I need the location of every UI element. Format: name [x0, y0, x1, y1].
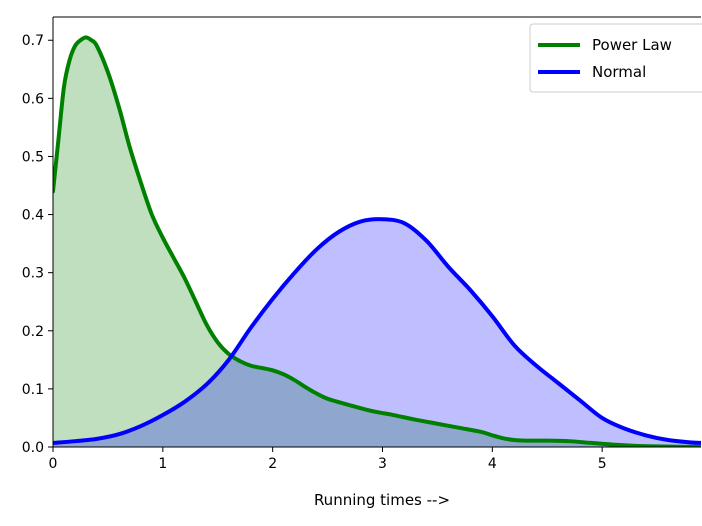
x-tick-label: 4	[488, 456, 497, 472]
y-tick-label: 0.0	[22, 440, 44, 456]
y-tick-label: 0.2	[22, 324, 44, 340]
series-fill-1	[53, 219, 701, 447]
axes: 0 1 2 3 4 5 0.0 0.1 0.2 0.3 0.4 0.5 0.6 0.7	[22, 16, 701, 472]
x-axis-title: Running times -->	[314, 491, 450, 509]
x-tick-label: 3	[378, 456, 387, 472]
y-tick-label: 0.5	[22, 149, 44, 165]
y-tick-label: 0.7	[22, 33, 44, 49]
legend: Power Law Normal	[529, 23, 702, 93]
legend-box	[529, 23, 702, 93]
legend-label: Normal	[592, 63, 646, 81]
y-tick-label: 0.1	[22, 382, 44, 398]
series-line-0	[53, 35, 701, 447]
x-tick-label: 0	[49, 456, 58, 472]
y-tick-label: 0.3	[22, 266, 44, 282]
y-tick-label: 0.4	[22, 208, 44, 224]
series-fill-0	[53, 37, 701, 447]
y-tick-label: 0.6	[22, 91, 44, 107]
plot-area	[53, 35, 701, 447]
x-tick-label: 2	[268, 456, 277, 472]
x-tick-label: 5	[598, 456, 607, 472]
series-line-1	[53, 217, 701, 445]
legend-label: Power Law	[592, 36, 672, 54]
x-tick-label: 1	[158, 456, 167, 472]
